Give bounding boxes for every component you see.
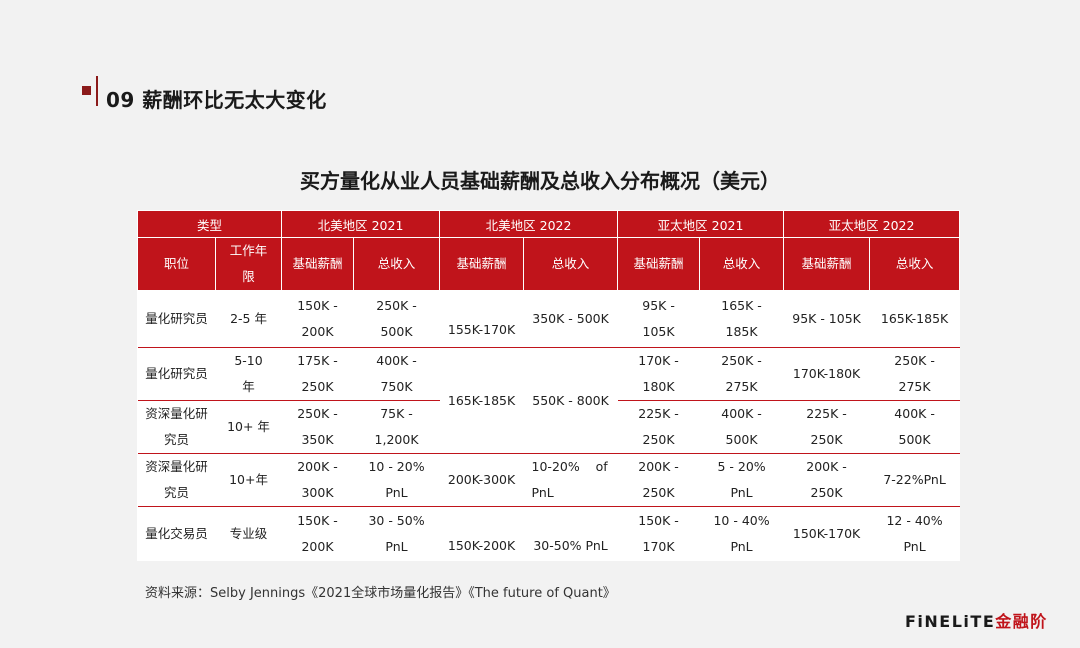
cell-years: 2-5 年 [230,311,267,326]
cell-value: 75K - 1,200K [353,400,440,454]
cell-value: 400K - 750K [353,347,440,401]
cell-value: 30 - 50% PnL [353,506,440,561]
cell-value: 155K-170K [447,322,516,337]
cell-years: 5-10 年 [215,347,282,401]
header-base-salary: 基础薪酬 [617,237,701,291]
cell-value: 165K - 185K [721,298,762,339]
cell-value: 170K - 180K [617,347,700,401]
header-base-salary: 基础薪酬 [281,237,355,291]
cell-value: 225K - 250K [783,400,870,454]
header-years: 工作年限 [214,237,283,291]
header-row-groups: 类型 北美地区 2021 北美地区 2022 亚太地区 2021 亚太地区 20… [136,210,961,238]
cell-position: 量化交易员 [137,506,216,561]
header-row-columns: 职位 工作年限 基础薪酬 总收入 基础薪酬 总收入 基础薪酬 总收入 基础薪酬 … [137,237,961,291]
cell-value: 5 - 20% PnL [699,453,784,507]
cell-value: 30-50% PnL [523,506,618,561]
cell-value: 250K - 275K [869,347,960,401]
table-row: 量化研究员 2-5 年 150K - 200K 250K - 500K 155K… [138,291,960,348]
cell-value: 250K - 500K [376,298,417,339]
section-title: 09 薪酬环比无太大变化 [106,88,327,112]
cell-value: 550K - 800K [523,347,618,454]
table-row: 量化交易员 专业级 150K - 200K 30 - 50% PnL 150K-… [137,506,960,561]
cell-value: 150K-170K [783,506,870,561]
header-position: 职位 [137,237,216,291]
salary-table: 类型 北美地区 2021 北美地区 2022 亚太地区 2021 亚太地区 20… [136,210,961,561]
cell-value: 150K-200K [439,506,524,561]
cell-value: 250K - 275K [699,347,784,401]
header-total-income: 总收入 [353,237,441,291]
brand-logo: FiNELiTE金融阶 [905,608,1048,632]
cell-years: 10+ 年 [215,400,282,454]
header-total-income: 总收入 [699,237,785,291]
header-base-salary: 基础薪酬 [439,237,525,291]
cell-value: 225K - 250K [617,400,700,454]
cell-value: 150K - 200K [297,298,338,339]
cell-value: 200K - 300K [281,453,354,507]
header-total-income: 总收入 [523,237,619,291]
cell-value: 165K-185K [880,311,949,326]
cell-value: 400K - 500K [699,400,784,454]
cell-value: 200K-300K [439,453,524,507]
cell-value: 175K - 250K [281,347,354,401]
cell-value: 150K - 170K [617,506,700,561]
cell-position: 资深量化研究员 [137,453,216,507]
logo-text: FiNELiTE [905,612,996,631]
table-title: 买方量化从业人员基础薪酬及总收入分布概况（美元） [300,169,780,193]
cell-value: 7-22%PnL [869,453,960,507]
cell-value: 165K-185K [439,347,524,454]
cell-value: 10 - 20% PnL [353,453,440,507]
section-marker [82,86,91,95]
header-type: 类型 [136,210,283,238]
cell-position: 量化研究员 [145,311,208,326]
cell-value: 10 - 40% PnL [699,506,784,561]
cell-value: 95K - 105K [792,311,861,326]
header-base-salary: 基础薪酬 [783,237,871,291]
cell-value: 95K - 105K [642,298,675,339]
cell-value: 200K - 250K [617,453,700,507]
cell-position: 量化研究员 [137,347,216,401]
cell-value: 350K - 500K [532,311,609,326]
cell-position: 资深量化研究员 [137,400,216,454]
table-row: 资深量化研究员 10+ 年 250K - 350K 75K - 1,200K 2… [137,400,960,454]
cell-years: 专业级 [215,506,282,561]
table-row: 资深量化研究员 10+年 200K - 300K 10 - 20% PnL 20… [137,453,960,507]
cell-value: 250K - 350K [281,400,354,454]
cell-value: 400K - 500K [869,400,960,454]
logo-accent-text: 金融阶 [995,612,1048,631]
section-divider [96,76,98,106]
cell-value: 200K - 250K [783,453,870,507]
header-total-income: 总收入 [869,237,961,291]
cell-value: 10-20% of PnL [523,453,618,507]
header-na-2022: 北美地区 2022 [439,210,619,238]
source-note: 资料来源：Selby Jennings《2021全球市场量化报告》《The fu… [145,586,616,601]
header-na-2021: 北美地区 2021 [281,210,441,238]
table-row: 量化研究员 5-10 年 175K - 250K 400K - 750K 165… [137,347,960,454]
cell-value: 150K - 200K [281,506,354,561]
cell-value: 12 - 40% PnL [869,506,960,561]
cell-value: 170K-180K [783,347,870,401]
header-apac-2022: 亚太地区 2022 [783,210,961,238]
cell-years: 10+年 [215,453,282,507]
header-apac-2021: 亚太地区 2021 [617,210,785,238]
